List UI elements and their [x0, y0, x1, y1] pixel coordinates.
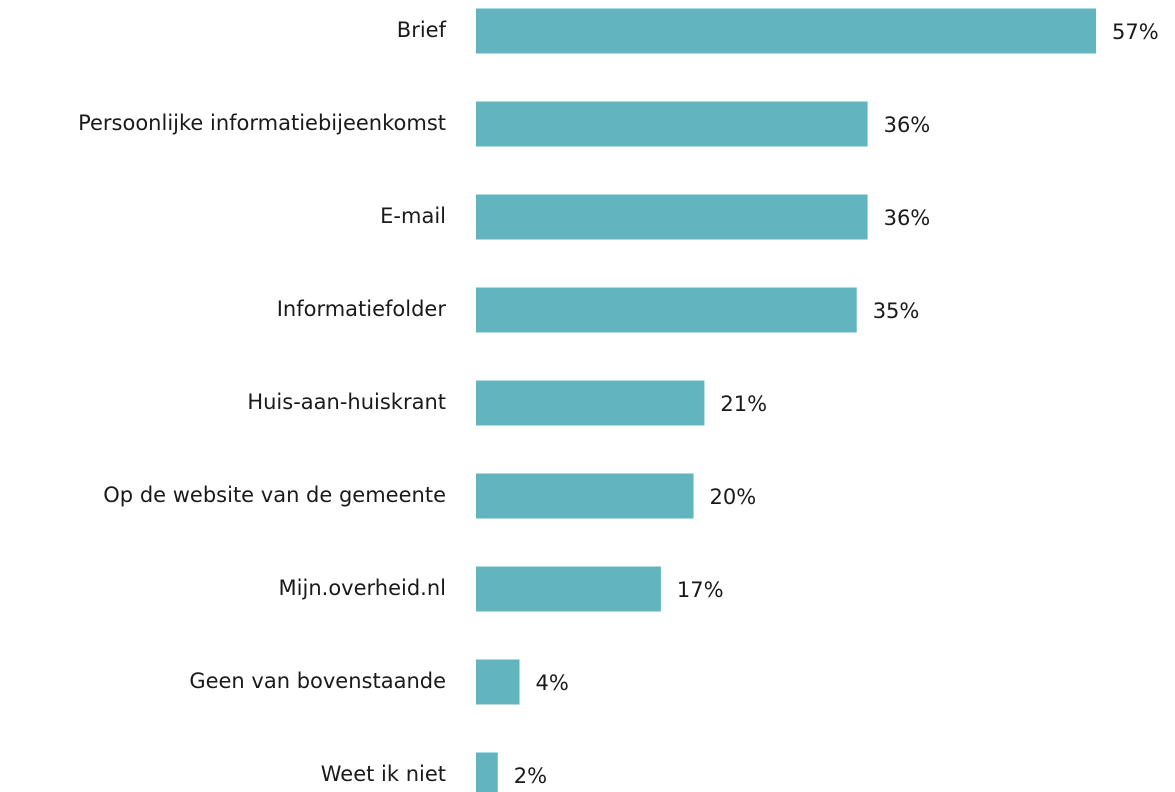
value-label: 2%: [514, 764, 547, 788]
bar: [476, 380, 705, 426]
bar: [476, 287, 857, 333]
category-label: Brief: [397, 18, 447, 42]
bar: [476, 473, 694, 519]
value-label: 57%: [1112, 20, 1159, 44]
bar: [476, 101, 868, 147]
category-label: Geen van bovenstaande: [189, 669, 446, 693]
value-label: 17%: [677, 578, 724, 602]
category-label: Op de website van de gemeente: [103, 483, 446, 507]
value-label: 20%: [710, 485, 757, 509]
category-label: Informatiefolder: [277, 297, 447, 321]
value-label: 35%: [873, 299, 920, 323]
value-label: 21%: [720, 392, 767, 416]
value-label: 36%: [884, 113, 931, 137]
bar: [476, 659, 520, 705]
bar: [476, 752, 498, 792]
value-label: 4%: [536, 671, 569, 695]
bar: [476, 566, 661, 612]
value-label: 36%: [884, 206, 931, 230]
bar: [476, 8, 1096, 54]
category-label: Weet ik niet: [321, 762, 446, 786]
category-label: Persoonlijke informatiebijeenkomst: [78, 111, 446, 135]
bar: [476, 194, 868, 240]
category-label: Huis-aan-huiskrant: [247, 390, 446, 414]
category-label: E-mail: [380, 204, 446, 228]
category-label: Mijn.overheid.nl: [279, 576, 446, 600]
